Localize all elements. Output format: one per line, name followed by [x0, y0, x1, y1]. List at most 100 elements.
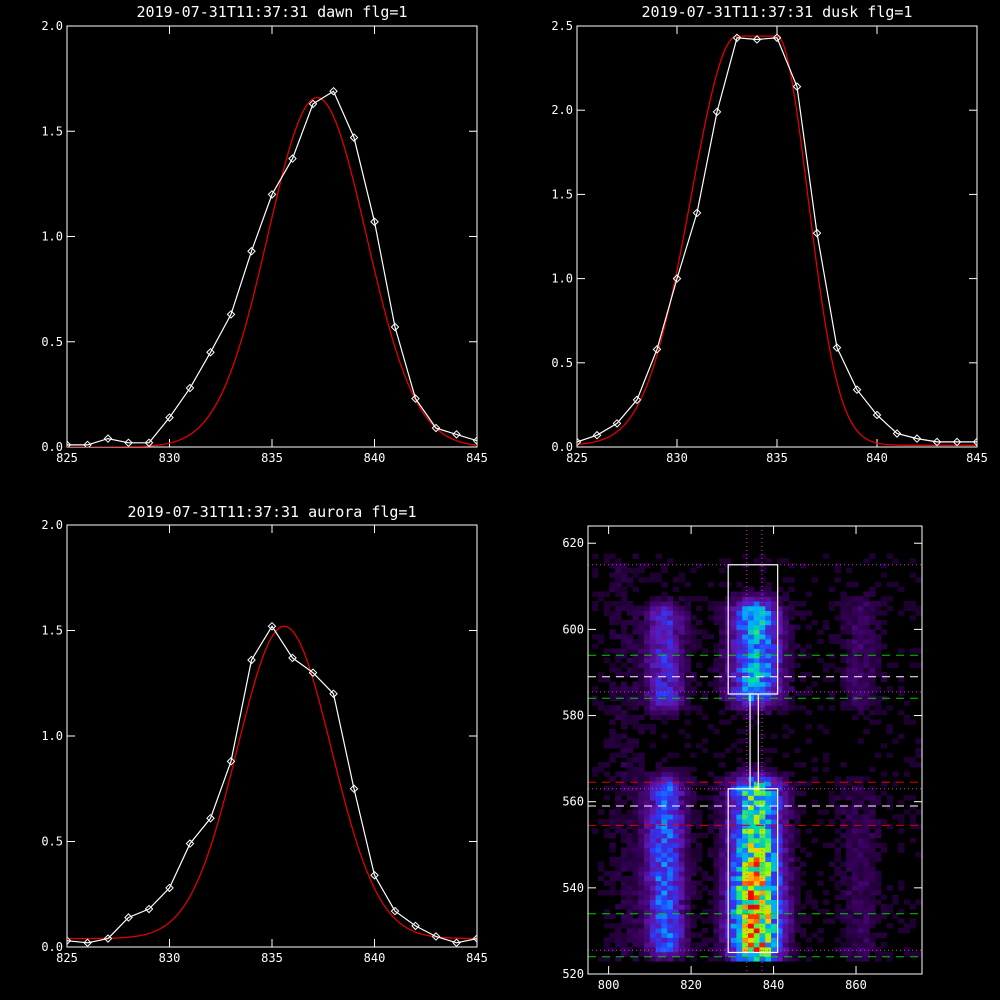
heatmap-cell	[644, 942, 651, 948]
heatmap-cell	[846, 629, 853, 635]
heatmap-cell	[788, 667, 795, 673]
heatmap-cell	[851, 833, 859, 839]
heatmap-cell	[857, 866, 865, 872]
heatmap-cell	[759, 577, 766, 583]
heatmap-cell	[678, 913, 686, 919]
heatmap-cell	[626, 757, 634, 763]
heatmap-cell	[632, 629, 639, 635]
heatmap-cell	[632, 648, 639, 654]
heatmap-cell	[834, 804, 841, 810]
heatmap-cell	[892, 558, 899, 564]
heatmap-cell	[649, 705, 657, 711]
heatmap-cell	[771, 880, 778, 886]
heatmap-cell	[776, 837, 784, 844]
heatmap-cell	[857, 927, 865, 934]
heatmap-cell	[719, 809, 726, 815]
heatmap-cell	[649, 814, 657, 820]
heatmap-cell	[684, 842, 691, 848]
heatmap-cell	[730, 629, 738, 635]
heatmap-cell	[765, 932, 772, 938]
heatmap-cell	[748, 875, 755, 882]
heatmap-cell	[851, 856, 859, 863]
heatmap-cell	[794, 885, 801, 891]
heatmap-cell	[690, 686, 697, 692]
heatmap-cell	[615, 814, 622, 820]
heatmap-cell	[626, 823, 634, 829]
heatmap-cell	[765, 913, 772, 919]
heatmap-cell	[909, 918, 916, 924]
heatmap-cell	[811, 899, 818, 905]
heatmap-cell	[759, 615, 766, 621]
heatmap-cell	[730, 937, 738, 943]
heatmap-cell	[667, 852, 674, 858]
heatmap-cell	[736, 790, 743, 796]
heatmap-cell	[667, 605, 674, 611]
heatmap-cell	[707, 823, 714, 829]
heatmap-cell	[672, 885, 680, 891]
heatmap-cell	[638, 833, 645, 839]
heatmap-cell	[840, 790, 847, 796]
heatmap-cell	[742, 909, 749, 915]
heatmap-cell	[632, 894, 639, 900]
heatmap-cell	[655, 861, 662, 867]
heatmap-cell	[851, 605, 859, 611]
heatmap-cell	[846, 880, 853, 886]
heatmap-cell	[828, 842, 836, 848]
heatmap-cell	[788, 653, 795, 659]
heatmap-cell	[621, 567, 628, 574]
heatmap-cell	[696, 818, 703, 825]
heatmap-cell	[909, 804, 916, 810]
heatmap-cell	[753, 923, 761, 929]
heatmap-cell	[742, 814, 749, 820]
heatmap-cell	[632, 624, 639, 630]
heatmap-cell	[840, 667, 847, 673]
heatmap-cell	[805, 591, 813, 597]
heatmap-cell	[655, 643, 662, 649]
heatmap-cell	[661, 927, 668, 934]
heatmap-cell	[811, 932, 818, 938]
heatmap-cell	[672, 823, 680, 829]
heatmap-cell	[771, 942, 778, 948]
heatmap-cell	[782, 823, 789, 829]
heatmap-cell	[759, 781, 766, 787]
heatmap-cell	[621, 672, 628, 678]
heatmap-cell	[684, 733, 691, 739]
heatmap-cell	[684, 605, 691, 611]
data-point-marker	[103, 434, 113, 443]
heatmap-cell	[638, 672, 645, 678]
heatmap-cell	[719, 823, 726, 829]
heatmap-cell	[909, 795, 916, 801]
heatmap-cell	[753, 828, 761, 834]
heatmap-cell	[719, 672, 726, 678]
data-point-marker	[288, 653, 297, 663]
heatmap-cell	[794, 762, 801, 768]
heatmap-cell	[678, 823, 686, 829]
heatmap-cell	[817, 705, 824, 711]
heatmap-cell	[782, 638, 789, 645]
heatmap-cell	[724, 956, 732, 962]
heatmap-cell	[909, 904, 916, 910]
heatmap-cell	[626, 894, 634, 900]
heatmap-cell	[667, 823, 674, 829]
heatmap-cell	[788, 814, 795, 820]
heatmap-cell	[632, 837, 639, 844]
heatmap-cell	[903, 809, 911, 815]
heatmap-cell	[672, 856, 680, 863]
heatmap-cell	[684, 676, 691, 683]
heatmap-cell	[776, 942, 784, 948]
heatmap-cell	[696, 563, 703, 569]
heatmap-cell	[615, 567, 622, 574]
heatmap-cell	[840, 601, 847, 607]
heatmap-cell	[869, 586, 876, 592]
heatmap-cell	[713, 927, 720, 934]
heatmap-cell	[776, 946, 784, 953]
heatmap-cell	[875, 667, 882, 673]
heatmap-cell	[609, 572, 616, 578]
heatmap-cell	[857, 686, 865, 692]
heatmap-cell	[765, 942, 772, 948]
heatmap-cell	[875, 842, 882, 848]
y-tick-label: 1.5	[551, 187, 573, 201]
data-point-marker	[83, 938, 92, 947]
heatmap-cell	[742, 823, 749, 829]
heatmap-cell	[799, 781, 807, 787]
